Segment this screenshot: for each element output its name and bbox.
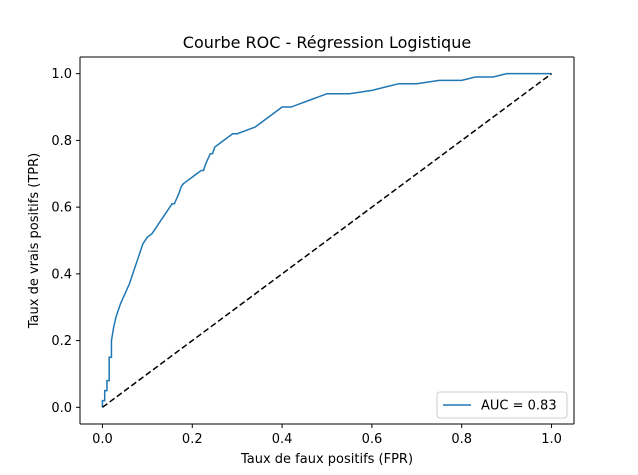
x-tick-label: 0.2 (182, 432, 203, 447)
legend: AUC = 0.83 (436, 391, 568, 419)
y-tick-label: 0.2 (51, 334, 72, 349)
legend-box (436, 391, 568, 419)
x-tick-label: 0.0 (92, 432, 113, 447)
y-tick-label: 0.4 (51, 267, 72, 282)
roc-curve-line (101, 72, 552, 408)
x-tick-label: 0.6 (362, 432, 383, 447)
legend-label: AUC = 0.83 (481, 399, 557, 414)
y-tick-label: 0.0 (51, 401, 72, 416)
x-tick-label: 1.0 (541, 432, 562, 447)
x-axis: 0.0 0.2 0.4 0.6 0.8 1.0 (92, 424, 562, 447)
chart-title: Courbe ROC - Régression Logistique (183, 33, 471, 52)
x-tick-label: 0.8 (451, 432, 472, 447)
chance-diagonal-line (102, 73, 552, 408)
y-axis-label: Taux de vrais positifs (TPR) (27, 153, 42, 329)
x-tick-label: 0.4 (272, 432, 293, 447)
y-tick-label: 1.0 (51, 67, 72, 82)
y-axis: 0.0 0.2 0.4 0.6 0.8 1.0 (51, 67, 80, 416)
y-tick-label: 0.6 (51, 201, 72, 216)
plot-area (79, 56, 575, 425)
y-tick-label: 0.8 (51, 134, 72, 149)
series-layer (101, 72, 552, 408)
x-axis-label: Taux de faux positifs (FPR) (240, 452, 413, 467)
